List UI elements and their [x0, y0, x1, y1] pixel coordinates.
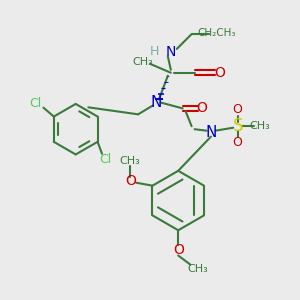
Text: S: S [232, 117, 243, 135]
Text: CH₂CH₃: CH₂CH₃ [198, 28, 236, 38]
Text: O: O [196, 101, 208, 116]
Text: O: O [233, 136, 243, 149]
Text: N: N [150, 95, 162, 110]
Text: O: O [214, 66, 225, 80]
Text: CH₃: CH₃ [132, 57, 153, 67]
Text: CH₃: CH₃ [187, 264, 208, 274]
Text: O: O [233, 103, 243, 116]
Text: O: O [173, 244, 184, 257]
Text: CH₃: CH₃ [120, 156, 141, 166]
Text: Cl: Cl [29, 97, 41, 110]
Text: O: O [125, 174, 136, 188]
Text: N: N [205, 125, 217, 140]
Text: H: H [150, 45, 159, 58]
Text: Cl: Cl [99, 153, 111, 166]
Text: N: N [166, 45, 176, 59]
Text: CH₃: CH₃ [250, 121, 270, 131]
